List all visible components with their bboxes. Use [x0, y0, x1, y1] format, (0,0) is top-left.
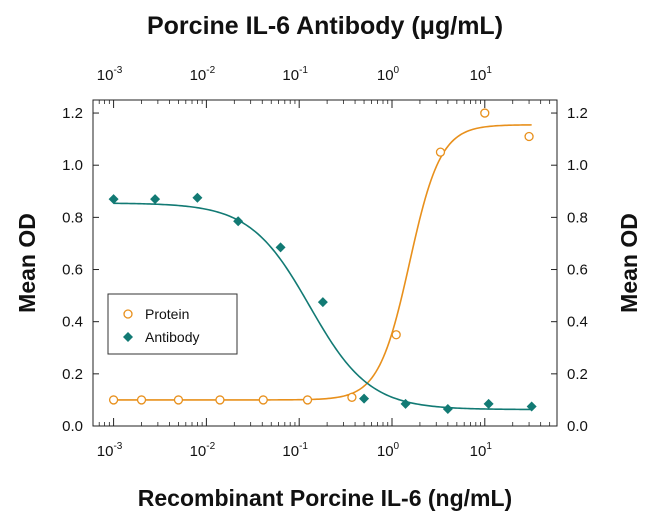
y-tick-label-left: 0.4	[62, 314, 83, 331]
y-tick-label-left: 1.2	[62, 105, 83, 122]
legend: Protein Antibody	[107, 293, 238, 355]
x-tick-label-bottom: 101	[470, 441, 493, 460]
y-tick-label-right: 1.0	[567, 157, 588, 174]
antibody-fit-curve	[113, 202, 532, 411]
data-points	[108, 108, 537, 415]
protein-data-point	[302, 395, 313, 405]
antibody-data-point	[400, 398, 411, 409]
protein-data-point	[347, 392, 357, 402]
antibody-data-point	[359, 393, 370, 404]
x-tick-label-top: 100	[377, 65, 400, 84]
y-tick-label-right: 0.6	[567, 262, 588, 279]
x-tick-label-top: 101	[470, 65, 493, 84]
antibody-data-point	[483, 398, 494, 409]
protein-data-point	[215, 395, 225, 405]
plot-frame	[92, 99, 558, 427]
antibody-data-point	[192, 192, 203, 203]
antibody-data-point	[275, 242, 286, 253]
y-tick-label-right: 0.2	[567, 366, 588, 383]
y-tick-label-right: 0.4	[567, 314, 588, 331]
y-tick-label-right: 1.2	[567, 105, 588, 122]
protein-data-point	[391, 330, 401, 340]
y-tick-label-right: 0.8	[567, 209, 588, 226]
protein-data-point	[480, 108, 490, 118]
antibody-data-point	[442, 404, 453, 415]
top-axis-title: Porcine IL-6 Antibody (μg/mL)	[147, 12, 503, 40]
legend-box	[107, 293, 238, 355]
legend-protein-marker	[123, 309, 133, 319]
y-axis-title-right: Mean OD	[616, 213, 642, 313]
x-tick-label-top: 10-1	[282, 65, 308, 84]
y-tick-label-left: 0.8	[62, 209, 83, 226]
x-tick-label-bottom: 100	[377, 441, 400, 460]
antibody-data-point	[233, 216, 244, 227]
fit-curves	[113, 124, 532, 411]
protein-data-point	[173, 395, 184, 405]
protein-data-point	[524, 131, 534, 142]
y-tick-label-right: 0.0	[567, 418, 588, 435]
y-tick-label-left: 0.0	[62, 418, 83, 435]
y-tick-label-left: 0.6	[62, 262, 83, 279]
ticks-layer: 0.0 0.0 0.2 0.2 0.4 0.4 0.6 0.6 0.8 0.8 1.0 1.0 1.2 1…	[62, 65, 588, 460]
y-tick-label-left: 1.0	[62, 157, 83, 174]
protein-data-point	[136, 395, 147, 405]
x-tick-label-bottom: 10-2	[190, 441, 216, 460]
protein-data-point	[258, 395, 268, 405]
antibody-data-point	[317, 297, 328, 308]
protein-data-point	[108, 395, 119, 405]
antibody-data-point	[150, 194, 161, 205]
x-tick-label-top: 10-2	[190, 65, 216, 84]
x-tick-label-bottom: 10-1	[282, 441, 308, 460]
protein-fit-curve	[113, 124, 532, 401]
protein-data-point	[435, 147, 446, 157]
x-tick-label-top: 10-3	[97, 65, 123, 84]
y-tick-label-left: 0.2	[62, 366, 83, 383]
y-axis-title-left: Mean OD	[14, 213, 40, 313]
x-axis-title: Recombinant Porcine IL-6 (ng/mL)	[138, 485, 512, 511]
legend-antibody-marker	[123, 332, 133, 342]
x-tick-label-bottom: 10-3	[97, 441, 123, 460]
legend-antibody-label: Antibody	[145, 329, 199, 345]
legend-protein-label: Protein	[145, 306, 189, 322]
antibody-data-point	[526, 401, 537, 412]
antibody-data-point	[108, 194, 119, 205]
